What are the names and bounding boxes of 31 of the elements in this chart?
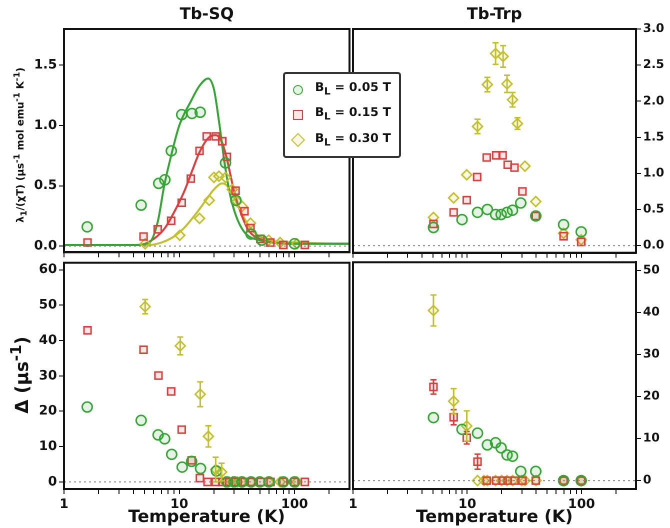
- y-tick-label: 50: [643, 262, 660, 277]
- y-tick-label: 0.0: [34, 238, 57, 254]
- y-tick-label: 60: [38, 262, 57, 278]
- y-tick-label: 20: [38, 404, 57, 419]
- legend-label: B$_{L}$ = 0.05 T: [315, 79, 391, 100]
- chart-title: Tb-Trp: [466, 4, 522, 24]
- y-tick-label: 20: [643, 388, 660, 403]
- x-tick-label: 1: [348, 497, 358, 512]
- y-tick-label: 40: [38, 332, 57, 348]
- y-tick-label: 1.5: [643, 129, 664, 144]
- y-tick-label: 0: [643, 472, 652, 487]
- y-tick-label: 10: [643, 430, 660, 445]
- y-tick-label: 1.5: [34, 58, 57, 73]
- y-tick-label: 0.5: [34, 178, 57, 194]
- y-tick-label: 30: [38, 368, 57, 384]
- x-tick-label: 1: [59, 497, 69, 512]
- y-tick-label: 10: [38, 438, 57, 454]
- chart-title: Tb-SQ: [180, 4, 234, 24]
- y-tick-label: 2.5: [643, 57, 664, 72]
- y-tick-label: 0.5: [643, 202, 664, 216]
- y-tick-label: 2.0: [643, 93, 664, 108]
- y-tick-label: 3.0: [643, 21, 664, 36]
- y-tick-label: 0.0: [643, 238, 664, 252]
- y-tick-label: 1.0: [34, 118, 57, 133]
- y-tick-label: 0: [48, 474, 57, 490]
- y-tick-label: 40: [643, 304, 660, 319]
- y-tick-label: 1.0: [643, 166, 664, 180]
- legend-label: B$_{L}$ = 0.30 T: [315, 130, 391, 150]
- y-tick-label: 30: [643, 346, 660, 361]
- y-tick-label: 50: [38, 298, 57, 313]
- legend-label: B$_{L}$ = 0.15 T: [315, 104, 391, 125]
